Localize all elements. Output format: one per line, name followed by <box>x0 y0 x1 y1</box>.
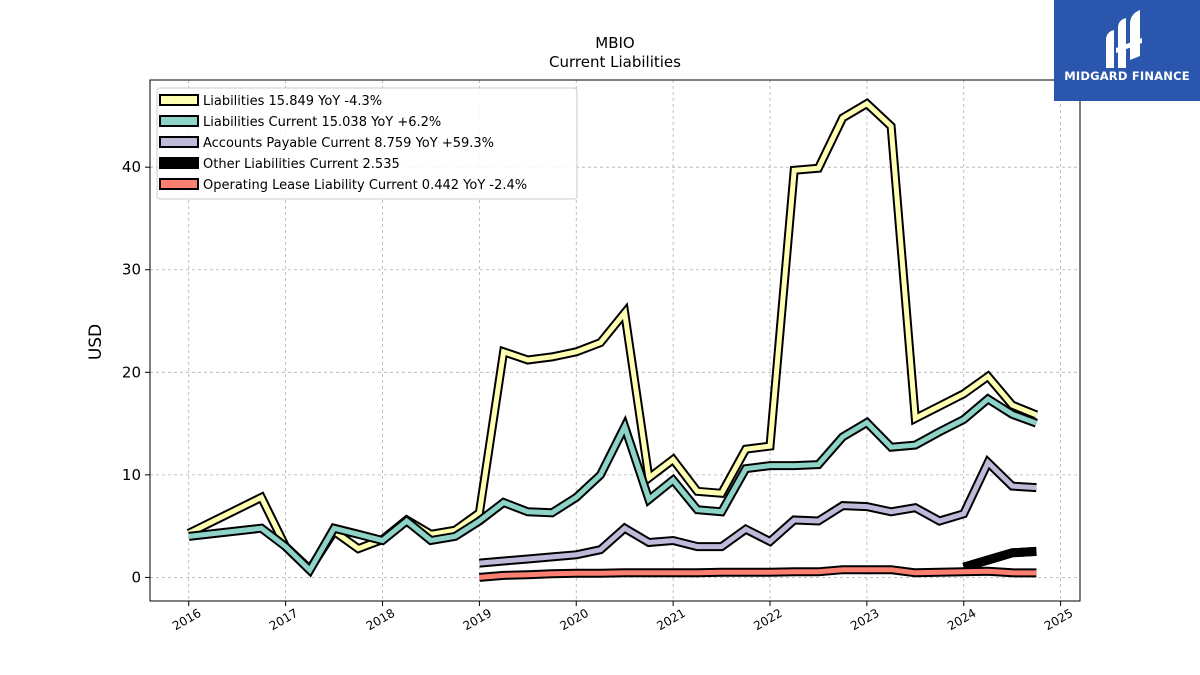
legend-swatch <box>159 178 199 190</box>
legend-entry: Operating Lease Liability Current 0.442 … <box>203 178 527 193</box>
y-tick-label: 10 <box>122 466 141 484</box>
chart-subtitle: Current Liabilities <box>549 53 681 71</box>
series-outline-2 <box>479 454 1037 568</box>
midgard-logo-icon <box>1106 10 1142 68</box>
x-tick-label: 2018 <box>364 606 397 633</box>
brand-name: MIDGARD FINANCE <box>1064 69 1190 83</box>
x-tick-label: 2024 <box>945 606 978 633</box>
y-tick-label: 30 <box>122 261 141 279</box>
legend-entry: Liabilities Current 15.038 YoY +6.2% <box>203 115 441 130</box>
legend-entry: Accounts Payable Current 8.759 YoY +59.3… <box>203 136 494 151</box>
x-tick-label: 2025 <box>1042 606 1075 633</box>
series-line-4 <box>479 567 1037 580</box>
y-tick-label: 0 <box>131 568 141 586</box>
legend-box <box>156 87 578 200</box>
plot-frame <box>149 79 1081 602</box>
series-group <box>186 98 1039 582</box>
x-tick-label: 2022 <box>751 606 784 633</box>
legend-entry: Liabilities 15.849 YoY -4.3% <box>203 94 382 109</box>
legend-swatch <box>159 94 199 106</box>
x-tick-label: 2017 <box>267 606 300 633</box>
legend-swatch <box>159 115 199 127</box>
brand-logo[interactable]: MIDGARD FINANCE <box>1054 0 1200 101</box>
x-tick-label: 2021 <box>654 606 687 633</box>
series-line-0 <box>187 100 1038 574</box>
x-tick-label: 2019 <box>461 606 494 633</box>
y-axis-label: USD <box>86 324 106 360</box>
series-line-1 <box>188 395 1038 575</box>
x-tick-label: 2020 <box>558 606 591 633</box>
chart-title: MBIO <box>595 34 634 52</box>
y-tick-label: 40 <box>122 158 141 176</box>
y-tick-label: 20 <box>122 363 141 381</box>
x-tick-label: 2016 <box>170 606 203 633</box>
legend-entry: Other Liabilities Current 2.535 <box>203 157 400 172</box>
series-line-2 <box>479 458 1037 566</box>
legend-swatch <box>159 136 199 148</box>
legend-swatch <box>159 157 199 169</box>
series-line-3 <box>962 546 1037 572</box>
x-tick-label: 2023 <box>848 606 881 633</box>
